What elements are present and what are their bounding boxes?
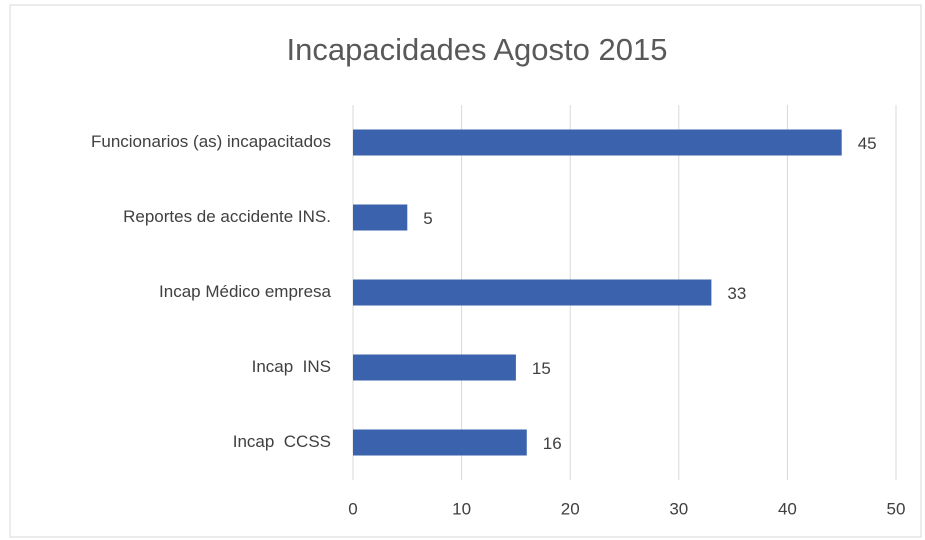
x-tick-label: 10 [452, 499, 471, 518]
y-tick-label: Reportes de accidente INS. [123, 207, 331, 226]
bar [353, 354, 516, 381]
x-tick-label: 30 [669, 499, 688, 518]
y-tick-label: Incap INS [252, 357, 331, 376]
x-tick-label: 50 [887, 499, 906, 518]
value-label: 45 [858, 134, 877, 153]
x-tick-label: 40 [778, 499, 797, 518]
chart-border [9, 4, 922, 538]
y-tick-label: Incap Médico empresa [159, 282, 332, 301]
bar [353, 279, 712, 306]
value-label: 15 [532, 359, 551, 378]
value-label: 33 [727, 284, 746, 303]
bar [353, 429, 527, 456]
chart-title: Incapacidades Agosto 2015 [287, 32, 668, 67]
bar [353, 204, 408, 231]
bar [353, 129, 842, 156]
value-label: 16 [543, 434, 562, 453]
x-tick-label: 20 [561, 499, 580, 518]
value-label: 5 [423, 209, 432, 228]
y-tick-label: Funcionarios (as) incapacitados [91, 132, 331, 151]
y-tick-label: Incap CCSS [233, 432, 331, 451]
x-tick-label: 0 [348, 499, 357, 518]
